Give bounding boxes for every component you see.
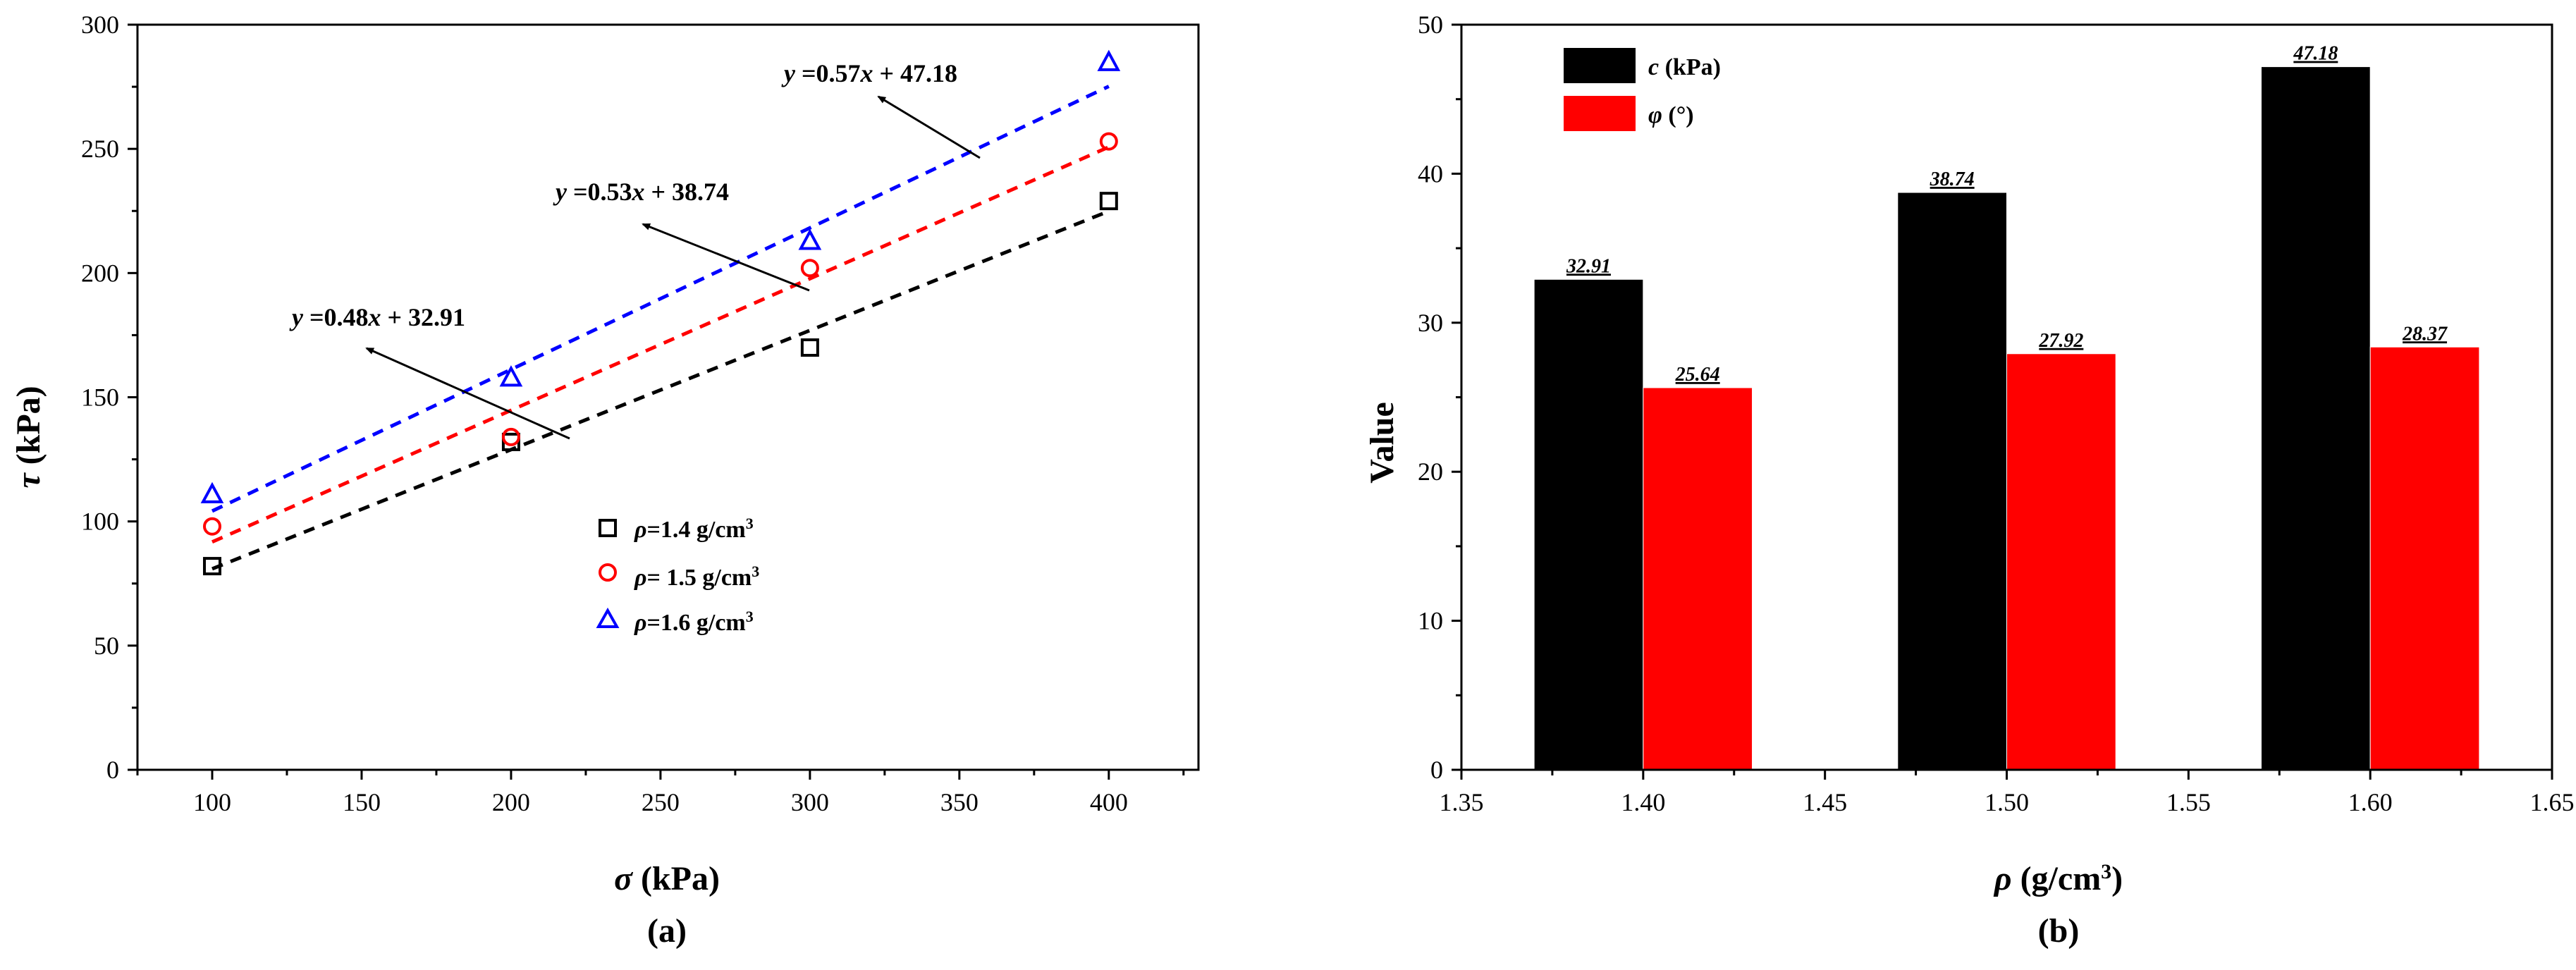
bar-c-2: [2260, 66, 2371, 771]
x-tick-label: 1.50: [1985, 788, 2029, 816]
bar-phi-2: [2369, 346, 2480, 771]
y-tick-label: 200: [81, 259, 119, 287]
y-tick-label: 0: [106, 756, 119, 784]
data-point-series-1: [800, 259, 819, 278]
data-point-series-2: [798, 228, 822, 250]
x-tick-label: 1.65: [2530, 788, 2575, 816]
y-tick-label: 30: [1418, 309, 1443, 337]
legend-swatch-phi: [1564, 96, 1636, 131]
data-point-series-1: [202, 517, 221, 536]
x-tick-label: 1.45: [1803, 788, 1847, 816]
y-tick-label: 250: [81, 135, 119, 163]
data-point-series-2: [200, 481, 224, 503]
legend-marker-square: [599, 519, 617, 537]
legend-label-phi: φ (°): [1648, 102, 1694, 128]
y-tick-label: 10: [1418, 607, 1443, 635]
x-tick-label: 200: [492, 788, 530, 816]
arrow-rho-1-5: [642, 223, 810, 292]
fit-line-series-1: [211, 145, 1110, 544]
y-tick-label: 150: [81, 383, 119, 412]
y-tick-label: 20: [1418, 458, 1443, 486]
x-tick-label: 150: [343, 788, 381, 816]
bar-value-label: 25.64: [1675, 364, 1720, 386]
legend-label-rho-1-5: ρ= 1.5 g/cm3: [634, 563, 759, 591]
bar-value-label: 28.37: [2402, 323, 2448, 345]
data-point-series-1: [1099, 132, 1118, 151]
y-tick-label: 300: [81, 11, 119, 39]
legend-swatch-c: [1564, 48, 1636, 83]
panel-b-bar-chart: 32.91 25.64 38.74 27.92 47.18 28.37 1.35 1.40 1…: [1363, 11, 2575, 950]
fit-line-series-2: [211, 85, 1110, 513]
legend-label-rho-1-6: ρ=1.6 g/cm3: [634, 608, 754, 637]
x-tick-label: 350: [940, 788, 979, 816]
arrow-rho-1-6: [877, 95, 981, 159]
fit-equation-rho-1-5: y =0.53x + 38.74: [553, 178, 729, 206]
data-point-series-0: [800, 338, 819, 357]
data-point-series-1: [501, 427, 520, 446]
legend-label-rho-1-4: ρ=1.4 g/cm3: [634, 515, 754, 544]
bar-phi-1: [2006, 353, 2116, 771]
x-tick-label: 1.55: [2166, 788, 2211, 816]
x-tick-label: 400: [1090, 788, 1128, 816]
data-point-series-0: [202, 557, 221, 576]
fit-equation-rho-1-4: y =0.48x + 32.91: [289, 303, 465, 331]
legend-label-c: c (kPa): [1648, 54, 1721, 80]
data-point-series-2: [1097, 49, 1121, 71]
data-point-series-2: [499, 365, 523, 387]
x-tick-label: 250: [642, 788, 680, 816]
y-tick-label: 40: [1418, 159, 1443, 188]
y-tick-label: 50: [94, 632, 119, 660]
panel-a-y-axis-title: τ (kPa): [10, 386, 47, 488]
bar-value-label: 47.18: [2293, 43, 2338, 65]
panel-a-legend: ρ=1.4 g/cm3 ρ= 1.5 g/cm3 ρ=1.6 g/cm3: [596, 515, 759, 637]
x-tick-label: 1.60: [2348, 788, 2393, 816]
panel-a-x-axis-title: σ (kPa): [614, 860, 720, 897]
legend-marker-triangle: [596, 607, 620, 628]
panel-a-scatter-chart: 100 150 200 250 300 350 400050100150200250300 …: [10, 11, 1200, 950]
panel-b-x-axis-title: ρ (g/cm3): [1993, 860, 2123, 898]
y-tick-label: 100: [81, 508, 119, 536]
bar-phi-0: [1643, 387, 1753, 771]
bar-value-label: 32.91: [1566, 255, 1611, 277]
y-tick-label: 50: [1418, 11, 1443, 39]
arrow-rho-1-4: [365, 347, 570, 440]
data-point-series-0: [1099, 192, 1118, 211]
fit-line-series-0: [211, 209, 1110, 571]
panel-b-legend: c (kPa) φ (°): [1564, 48, 1721, 131]
panel-b-label: (b): [2038, 912, 2080, 950]
x-tick-label: 100: [193, 788, 231, 816]
panel-b-y-axis-title: Value: [1363, 402, 1401, 484]
bar-value-label: 27.92: [2038, 330, 2083, 352]
y-tick-label: 0: [1430, 756, 1443, 784]
bar-c-0: [1533, 278, 1644, 771]
legend-marker-circle: [599, 563, 617, 582]
x-tick-label: 1.40: [1621, 788, 1665, 816]
bar-value-label: 38.74: [1930, 168, 1975, 190]
fit-equation-rho-1-6: y =0.57x + 47.18: [781, 59, 957, 87]
panel-a-label: (a): [647, 912, 687, 950]
data-point-series-0: [501, 432, 520, 451]
x-tick-label: 300: [791, 788, 829, 816]
x-tick-label: 1.35: [1440, 788, 1484, 816]
panel-a-plot-frame: [136, 23, 1200, 771]
bar-c-1: [1897, 192, 2008, 771]
